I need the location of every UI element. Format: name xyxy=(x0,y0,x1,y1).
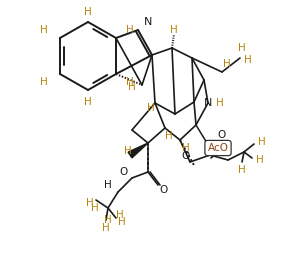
Text: H: H xyxy=(258,137,266,147)
Text: H: H xyxy=(126,77,134,87)
Text: H: H xyxy=(126,25,134,35)
Text: H: H xyxy=(238,43,246,53)
Text: H: H xyxy=(116,210,124,220)
Text: H: H xyxy=(102,223,110,233)
Text: H: H xyxy=(128,82,136,92)
Text: O: O xyxy=(159,185,167,195)
Text: H: H xyxy=(91,203,99,213)
Text: N: N xyxy=(144,17,152,27)
Text: H: H xyxy=(182,143,190,153)
Text: H: H xyxy=(147,103,155,113)
Text: O: O xyxy=(182,151,190,161)
Text: H: H xyxy=(40,77,48,87)
Text: H: H xyxy=(84,97,92,107)
Text: H: H xyxy=(86,198,94,208)
Text: H: H xyxy=(223,59,231,69)
Text: N: N xyxy=(204,98,212,108)
Text: H: H xyxy=(165,131,173,141)
Text: H: H xyxy=(244,55,252,65)
Text: AcO: AcO xyxy=(208,143,229,153)
Text: H: H xyxy=(104,180,112,190)
Text: H: H xyxy=(238,165,246,175)
Text: H: H xyxy=(170,25,178,35)
Text: H: H xyxy=(256,155,264,165)
Text: H: H xyxy=(124,146,132,156)
Text: O: O xyxy=(120,167,128,177)
Text: H: H xyxy=(84,7,92,17)
Text: O: O xyxy=(218,130,226,140)
Polygon shape xyxy=(128,143,148,158)
Text: H: H xyxy=(216,98,224,108)
Text: H: H xyxy=(40,25,48,35)
Text: H: H xyxy=(104,215,112,225)
Text: H: H xyxy=(118,217,126,227)
